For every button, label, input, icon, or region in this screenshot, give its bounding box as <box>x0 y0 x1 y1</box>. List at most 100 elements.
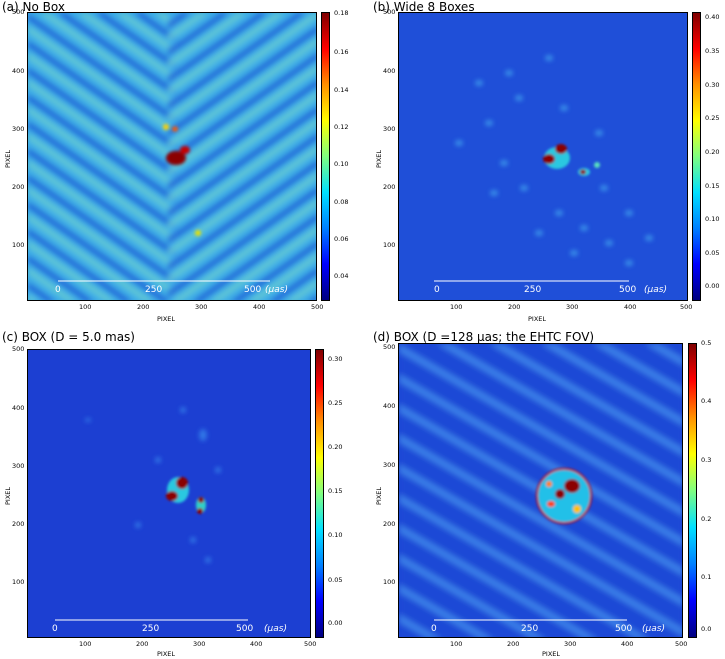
scalebar-label-500: 500 <box>615 624 633 634</box>
cbar-tick: 0.00 <box>705 282 720 290</box>
image-plot-a: 0 250 500 (μas) <box>27 12 317 301</box>
scalebar-unit: (μas) <box>264 624 287 634</box>
y-tick: 500 <box>12 345 25 353</box>
y-tick: 200 <box>383 183 396 191</box>
x-tick: 400 <box>621 640 634 648</box>
cbar-tick: 0.0 <box>701 625 712 633</box>
x-tick: 500 <box>680 303 693 311</box>
scalebar-label-0: 0 <box>52 624 58 634</box>
cbar-tick: 0.15 <box>328 487 343 495</box>
scalebar-label-500: 500 <box>244 285 262 295</box>
y-tick: 400 <box>12 404 25 412</box>
panel-c: (c) BOX (D = 5.0 mas) <box>0 330 362 659</box>
x-tick: 500 <box>304 640 317 648</box>
scalebar-label-500: 500 <box>236 624 254 634</box>
cbar-tick: 0.04 <box>334 272 349 280</box>
y-tick: 100 <box>12 241 25 249</box>
x-tick: 100 <box>79 640 92 648</box>
cbar-tick: 0.30 <box>705 81 720 89</box>
panel-b: (b) Wide 8 Boxes <box>363 0 725 329</box>
x-tick: 200 <box>508 303 521 311</box>
panel-title: (c) BOX (D = 5.0 mas) <box>2 330 135 344</box>
scalebar-label-250: 250 <box>521 624 539 634</box>
scalebar-label-500: 500 <box>619 285 637 295</box>
x-tick: 200 <box>137 303 150 311</box>
scalebar-label-250: 250 <box>142 624 160 634</box>
x-tick: 300 <box>193 640 206 648</box>
x-tick: 400 <box>624 303 637 311</box>
colorbar-a <box>321 12 330 301</box>
y-tick: 200 <box>12 520 25 528</box>
panel-a: (a) No Box <box>0 0 362 329</box>
x-tick: 200 <box>507 640 520 648</box>
cbar-tick: 0.05 <box>328 576 343 584</box>
x-axis-label: PIXEL <box>542 650 561 658</box>
cbar-tick: 0.40 <box>705 13 720 21</box>
x-tick: 500 <box>311 303 324 311</box>
cbar-tick: 0.25 <box>705 114 720 122</box>
y-axis-label: PIXEL <box>375 486 383 505</box>
y-axis-label: PIXEL <box>375 149 383 168</box>
cbar-tick: 0.16 <box>334 48 349 56</box>
cbar-tick: 0.5 <box>701 339 712 347</box>
image-plot-d: 0 250 500 (μas) <box>398 343 683 638</box>
cbar-tick: 0.10 <box>334 160 349 168</box>
cbar-tick: 0.25 <box>328 399 343 407</box>
y-tick: 100 <box>383 578 396 586</box>
cbar-tick: 0.3 <box>701 456 712 464</box>
x-axis-label: PIXEL <box>157 315 176 323</box>
scalebar-label-250: 250 <box>524 285 542 295</box>
cbar-tick: 0.20 <box>328 443 343 451</box>
y-tick: 200 <box>383 520 396 528</box>
image-plot-b: 0 250 500 (μas) <box>398 12 688 301</box>
x-tick: 300 <box>566 303 579 311</box>
y-axis-label: PIXEL <box>4 486 12 505</box>
colorbar-b <box>692 12 701 301</box>
y-tick: 200 <box>12 183 25 191</box>
y-tick: 300 <box>383 125 396 133</box>
cbar-tick: 0.06 <box>334 235 349 243</box>
x-tick: 300 <box>564 640 577 648</box>
x-tick: 200 <box>136 640 149 648</box>
cbar-tick: 0.1 <box>701 573 712 581</box>
x-tick: 400 <box>253 303 266 311</box>
panel-title: (b) Wide 8 Boxes <box>373 0 475 14</box>
scalebar-label-0: 0 <box>55 285 61 295</box>
cbar-tick: 0.10 <box>328 531 343 539</box>
y-tick: 400 <box>383 67 396 75</box>
colorbar-c <box>315 349 324 638</box>
y-tick: 300 <box>12 125 25 133</box>
cbar-tick: 0.20 <box>705 148 720 156</box>
y-tick: 100 <box>12 578 25 586</box>
x-tick: 100 <box>450 640 463 648</box>
x-tick: 100 <box>450 303 463 311</box>
x-tick: 400 <box>250 640 263 648</box>
cbar-tick: 0.00 <box>328 619 343 627</box>
panel-title: (a) No Box <box>2 0 65 14</box>
y-tick: 400 <box>12 67 25 75</box>
x-tick: 500 <box>675 640 688 648</box>
scalebar-unit: (μas) <box>265 285 288 295</box>
x-axis-label: PIXEL <box>528 315 547 323</box>
scalebar-unit: (μas) <box>644 285 667 295</box>
cbar-tick: 0.18 <box>334 9 349 17</box>
y-tick: 100 <box>383 241 396 249</box>
scalebar-label-250: 250 <box>145 285 163 295</box>
y-tick: 500 <box>383 343 396 351</box>
cbar-tick: 0.12 <box>334 123 349 131</box>
scalebar-label-0: 0 <box>434 285 440 295</box>
scalebar-unit: (μas) <box>642 624 665 634</box>
y-tick: 300 <box>12 462 25 470</box>
y-tick: 500 <box>383 8 396 16</box>
y-tick: 400 <box>383 402 396 410</box>
cbar-tick: 0.05 <box>705 249 720 257</box>
colorbar-d <box>688 343 697 638</box>
image-plot-c: 0 250 500 (μas) <box>27 349 311 638</box>
cbar-tick: 0.2 <box>701 515 712 523</box>
y-axis-label: PIXEL <box>4 149 12 168</box>
cbar-tick: 0.14 <box>334 86 349 94</box>
x-axis-label: PIXEL <box>157 650 176 658</box>
scalebar-label-0: 0 <box>431 624 437 634</box>
panel-d: (d) BOX (D =128 μas; the EHTC FOV) <box>363 330 725 659</box>
cbar-tick: 0.10 <box>705 215 720 223</box>
